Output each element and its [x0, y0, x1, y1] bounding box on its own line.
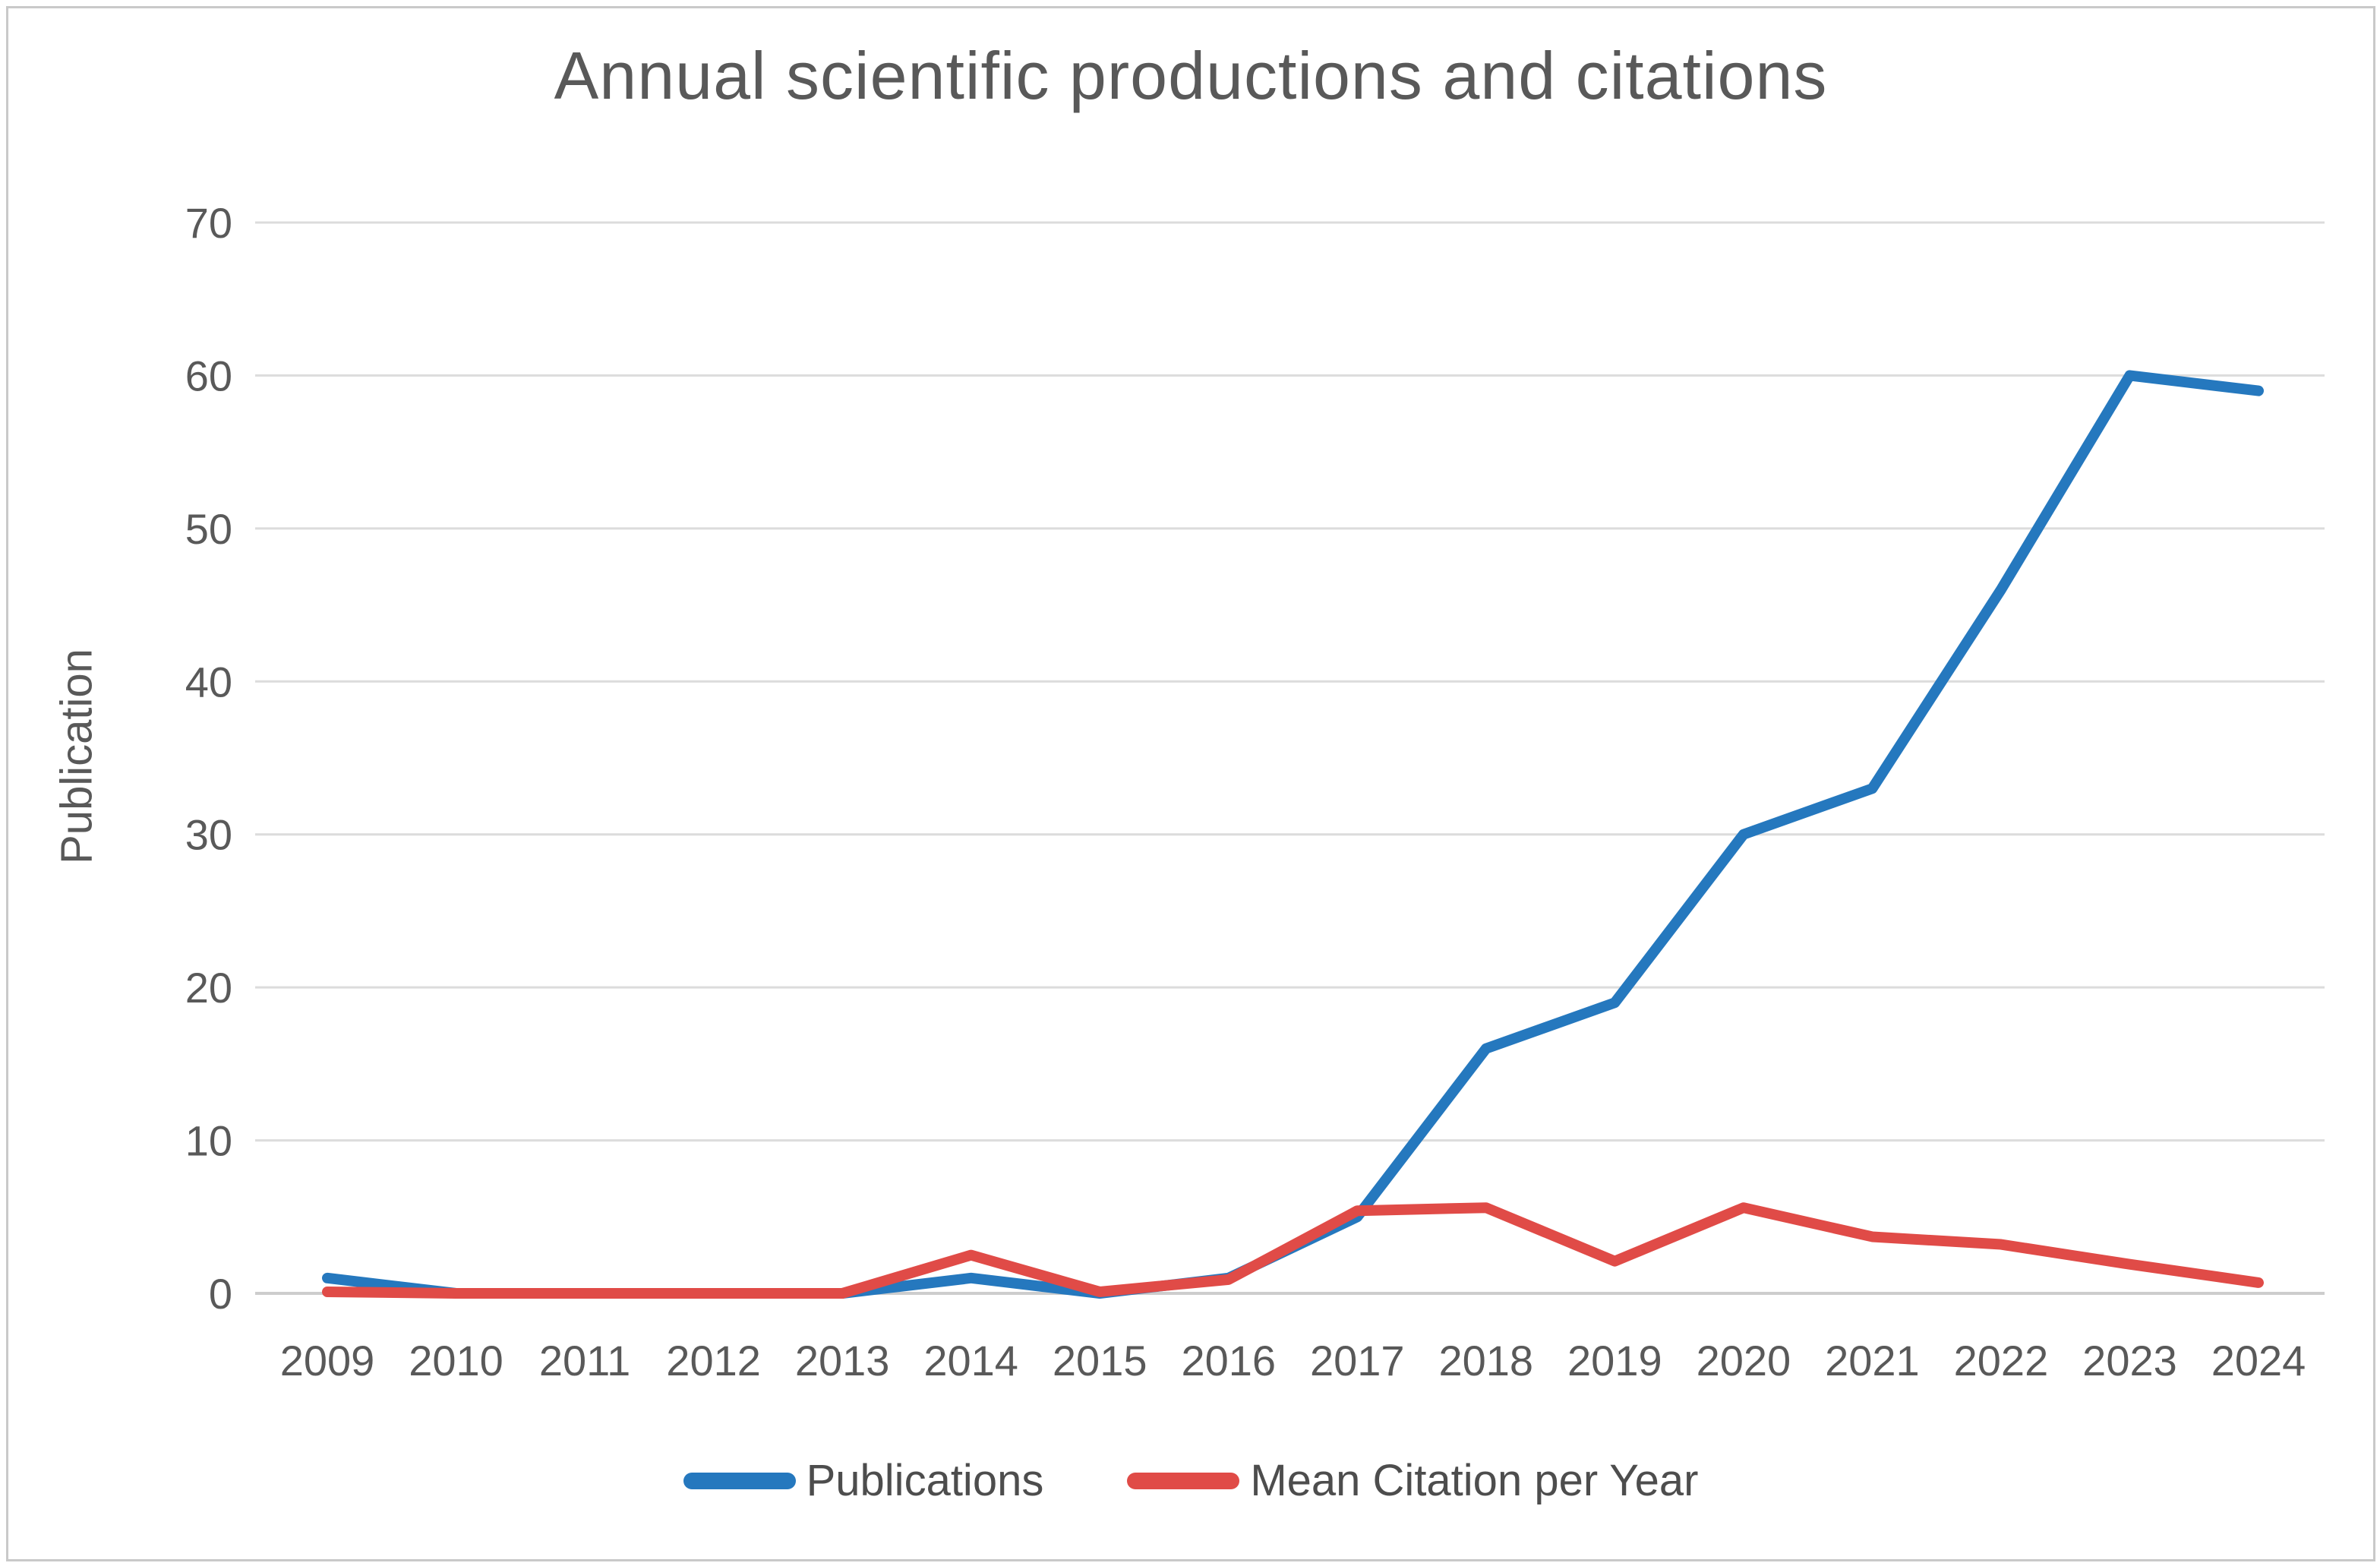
y-tick-30: 30	[185, 811, 232, 859]
x-tick-2014: 2014	[923, 1337, 1018, 1384]
x-tick-2021: 2021	[1825, 1337, 1920, 1384]
line-chart-plot: 0 10 20 30 40 50 60 70 2009 2010 2011 2012 2013 2014 2…	[185, 199, 2325, 1384]
x-tick-2024: 2024	[2211, 1337, 2306, 1384]
y-tick-20: 20	[185, 964, 232, 1012]
chart-title: Annual scientific productions and citati…	[554, 38, 1828, 113]
x-tick-2011: 2011	[539, 1337, 630, 1384]
legend-item-publications: Publications	[683, 1455, 1044, 1506]
y-tick-40: 40	[185, 658, 232, 706]
legend-label-publications: Publications	[806, 1456, 1044, 1505]
y-tick-0: 0	[209, 1270, 232, 1318]
legend-swatch-publications	[683, 1472, 796, 1489]
legend: Publications Mean Citation per Year	[8, 1455, 2373, 1506]
y-tick-60: 60	[185, 352, 232, 399]
y-tick-70: 70	[185, 199, 232, 247]
y-tick-50: 50	[185, 505, 232, 553]
x-tick-2023: 2023	[2082, 1337, 2177, 1384]
x-tick-2009: 2009	[280, 1337, 375, 1384]
series-line-mean-citation-per-year	[322, 1202, 2264, 1299]
x-tick-2010: 2010	[409, 1337, 503, 1384]
x-tick-2020: 2020	[1697, 1337, 1791, 1384]
x-tick-2013: 2013	[795, 1337, 890, 1384]
legend-label-mean-citation: Mean Citation per Year	[1250, 1456, 1699, 1505]
legend-item-mean-citation: Mean Citation per Year	[1127, 1455, 1698, 1506]
x-tick-2016: 2016	[1181, 1337, 1276, 1384]
x-tick-2018: 2018	[1439, 1337, 1534, 1384]
x-tick-2017: 2017	[1310, 1337, 1405, 1384]
x-tick-2022: 2022	[1954, 1337, 2049, 1384]
y-tick-10: 10	[185, 1117, 232, 1165]
x-tick-2019: 2019	[1567, 1337, 1662, 1384]
figure-frame: Annual scientific productions and citati…	[6, 6, 2375, 1561]
x-tick-2012: 2012	[666, 1337, 761, 1384]
x-tick-2015: 2015	[1053, 1337, 1147, 1384]
legend-swatch-mean-citation	[1127, 1472, 1240, 1489]
